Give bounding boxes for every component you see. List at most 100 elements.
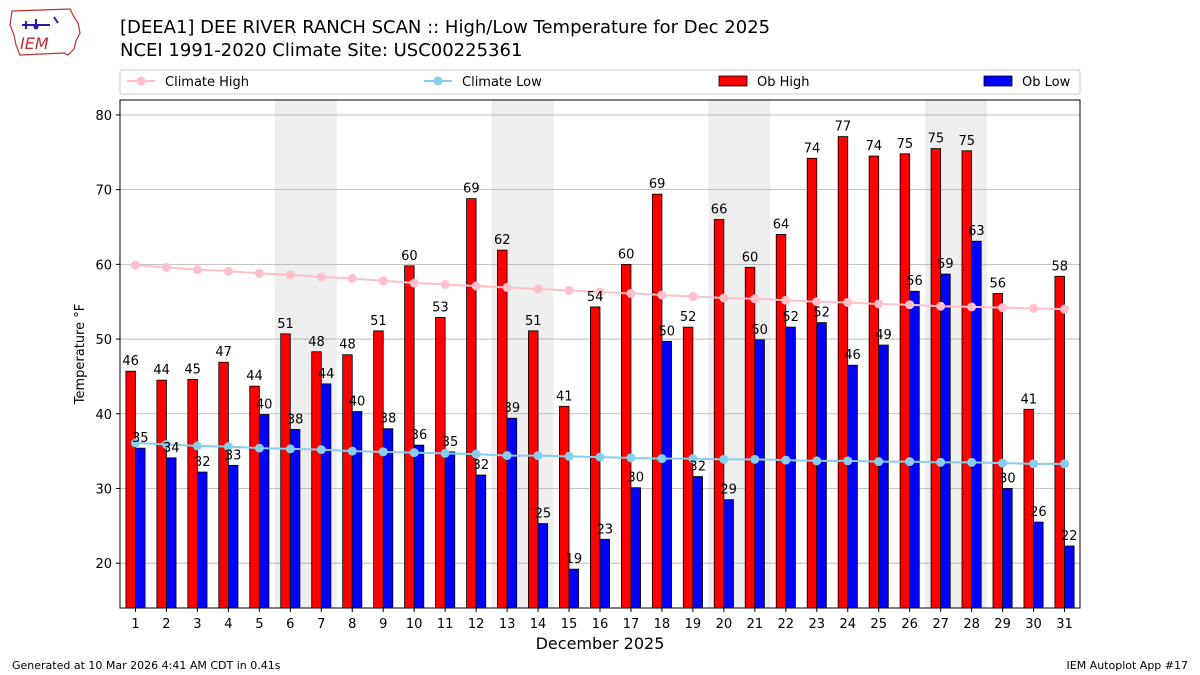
climate-high-point <box>843 297 853 307</box>
ob-low-label: 59 <box>937 257 954 272</box>
ob-high-bar <box>992 293 1003 609</box>
ob-low-bar <box>1064 545 1075 609</box>
climate-high-point <box>1060 304 1070 314</box>
ob-high-bar <box>837 136 849 609</box>
climate-low-point <box>812 456 822 466</box>
ob-high-label: 60 <box>618 247 635 262</box>
x-tick-label: 20 <box>716 617 733 632</box>
ob-low-label: 26 <box>1030 505 1047 520</box>
ob-high-bar <box>497 249 508 609</box>
climate-low-point <box>967 457 977 467</box>
climate-low-point <box>905 457 915 467</box>
ob-low-bar <box>847 364 858 609</box>
ob-low-bar <box>878 344 889 609</box>
x-tick-label: 17 <box>623 617 640 632</box>
ob-high-label: 44 <box>153 363 170 378</box>
x-tick-label: 7 <box>317 617 325 632</box>
climate-high-point <box>564 286 574 295</box>
ob-high-label: 69 <box>463 182 480 197</box>
climate-low-point <box>161 439 171 449</box>
x-tick-label: 1 <box>131 617 139 632</box>
climate-low-point <box>843 456 853 466</box>
x-tick-label: 11 <box>437 617 454 632</box>
ob-low-bar <box>475 474 487 609</box>
ob-low-label: 35 <box>132 431 149 446</box>
iem-logo: IEM <box>8 5 82 59</box>
climate-low-point <box>254 443 264 453</box>
x-tick-label: 19 <box>685 617 702 632</box>
x-tick-label: 15 <box>561 617 578 632</box>
ob-low-label: 38 <box>380 412 397 427</box>
legend-box <box>119 69 1081 95</box>
ob-high-label: 74 <box>804 141 821 156</box>
climate-low-point <box>347 446 357 456</box>
climate-high-point <box>130 260 140 270</box>
ob-low-bar <box>723 499 734 609</box>
ob-high-label: 51 <box>525 314 542 329</box>
ob-high-bar <box>218 361 229 609</box>
ob-high-label: 60 <box>742 250 759 265</box>
climate-high-point <box>874 299 884 309</box>
x-tick-label: 14 <box>530 617 547 632</box>
climate-high-point <box>316 272 326 282</box>
ob-high-label: 58 <box>1051 259 1068 274</box>
climate-low-point <box>409 448 419 458</box>
ob-high-label: 48 <box>308 335 325 350</box>
climate-high-point <box>998 303 1008 313</box>
climate-high-point <box>688 291 698 301</box>
climate-high-point <box>254 268 264 278</box>
ob-low-bar <box>599 538 611 609</box>
ob-low-bar <box>413 444 425 609</box>
ob-high-bar <box>899 153 911 609</box>
climate-low-point <box>502 451 512 461</box>
climate-high-point <box>192 265 202 275</box>
ob-high-label: 75 <box>928 132 945 147</box>
climate-low-point <box>192 441 202 451</box>
climate-high-point <box>347 274 357 284</box>
ob-low-bar <box>258 414 270 609</box>
ob-low-label: 56 <box>906 274 923 289</box>
y-axis-label: Temperature °F <box>73 304 88 405</box>
climate-low-point <box>750 454 760 464</box>
ob-low-label: 32 <box>473 458 490 473</box>
ob-low-label: 52 <box>813 306 830 321</box>
legend-marker <box>433 76 443 86</box>
climate-low-point <box>1029 459 1039 469</box>
ob-low-label: 30 <box>627 471 644 486</box>
climate-low-point <box>440 448 450 458</box>
ob-low-label: 38 <box>287 412 304 427</box>
climate-high-point <box>409 278 419 288</box>
ob-high-label: 51 <box>370 314 387 329</box>
climate-low-point <box>564 451 574 461</box>
ob-high-label: 75 <box>897 137 914 152</box>
ob-low-label: 33 <box>225 448 242 463</box>
ob-low-bar <box>227 464 239 609</box>
ob-high-label: 51 <box>277 317 294 332</box>
ob-low-label: 50 <box>751 323 768 338</box>
legend-bar-swatch <box>718 75 748 87</box>
climate-high-point <box>533 284 543 294</box>
ob-low-bar <box>1033 521 1044 609</box>
ob-low-label: 52 <box>782 310 799 325</box>
ob-low-bar <box>320 383 332 609</box>
x-tick-label: 6 <box>286 617 294 632</box>
ob-low-bar <box>661 340 672 609</box>
climate-low-point <box>781 455 791 465</box>
ob-low-bar <box>166 457 177 609</box>
x-tick-label: 3 <box>193 617 201 632</box>
x-tick-label: 2 <box>162 617 170 632</box>
ob-low-bar <box>1002 488 1013 609</box>
x-tick-label: 24 <box>839 617 856 632</box>
ob-low-bar <box>537 523 549 609</box>
ob-high-label: 48 <box>339 338 356 353</box>
climate-high-point <box>812 297 822 307</box>
ob-low-label: 36 <box>411 428 428 443</box>
x-tick-label: 8 <box>348 617 356 632</box>
y-tick-label: 80 <box>95 109 112 124</box>
climate-high-point <box>378 276 388 286</box>
ob-high-label: 44 <box>246 369 263 384</box>
legend-label: Ob High <box>757 75 810 90</box>
ob-high-bar <box>930 148 942 609</box>
ob-low-bar <box>197 471 208 609</box>
